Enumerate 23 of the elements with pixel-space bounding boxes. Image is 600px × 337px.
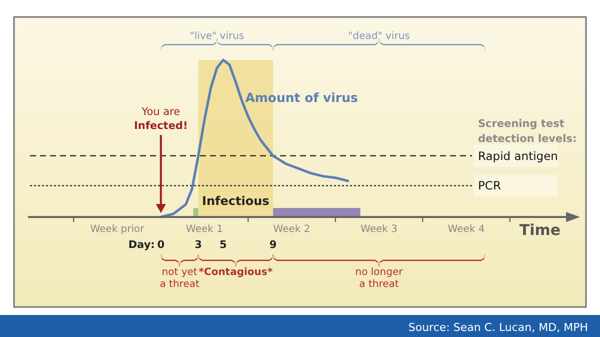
ref-line-label: PCR — [478, 178, 501, 193]
text: Week prior — [90, 224, 146, 235]
text: "dead" virus — [348, 31, 410, 42]
ref-line-label: Rapid antigen — [478, 148, 558, 163]
text: no longer a threat — [355, 267, 404, 290]
text: Day: — [128, 239, 155, 251]
text: Week 1 — [186, 224, 223, 235]
text: Week 4 — [448, 224, 485, 235]
band-label: Infectious — [202, 194, 270, 208]
annotation: Screening test detection levels: — [478, 118, 577, 145]
text: "live" virus — [190, 31, 244, 42]
x-axis-title: Time — [519, 221, 561, 239]
x-tick-label: 3 — [194, 239, 202, 251]
series-label: Amount of virus — [245, 90, 358, 105]
text: not yet a threat — [160, 267, 200, 290]
annotation: You are Infected! — [134, 106, 188, 132]
text: Week 3 — [360, 224, 398, 235]
x-tick-label: 5 — [220, 239, 227, 251]
x-tick-label: 9 — [269, 239, 277, 251]
text: *Contagious* — [198, 267, 274, 278]
source-note: Source: Sean C. Lucan, MD, MPH — [408, 321, 588, 334]
x-tick-label: 0 — [157, 239, 165, 251]
text: Week 2 — [273, 224, 310, 235]
